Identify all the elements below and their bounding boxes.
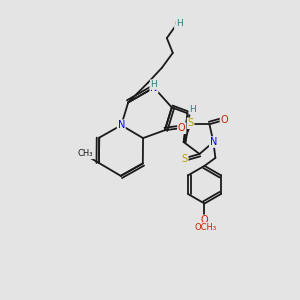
Text: N: N [118, 120, 125, 130]
Text: O: O [178, 123, 185, 133]
Text: H: H [151, 80, 157, 89]
Text: CH₃: CH₃ [78, 149, 93, 158]
Text: N: N [150, 82, 158, 93]
Text: OCH₃: OCH₃ [194, 223, 217, 232]
Text: N: N [210, 137, 217, 147]
Text: H: H [176, 19, 183, 28]
Text: O: O [175, 19, 182, 29]
Text: S: S [182, 154, 188, 164]
Text: O: O [220, 115, 228, 125]
Text: H: H [189, 105, 196, 114]
Text: O: O [201, 215, 208, 225]
Text: S: S [188, 118, 194, 128]
